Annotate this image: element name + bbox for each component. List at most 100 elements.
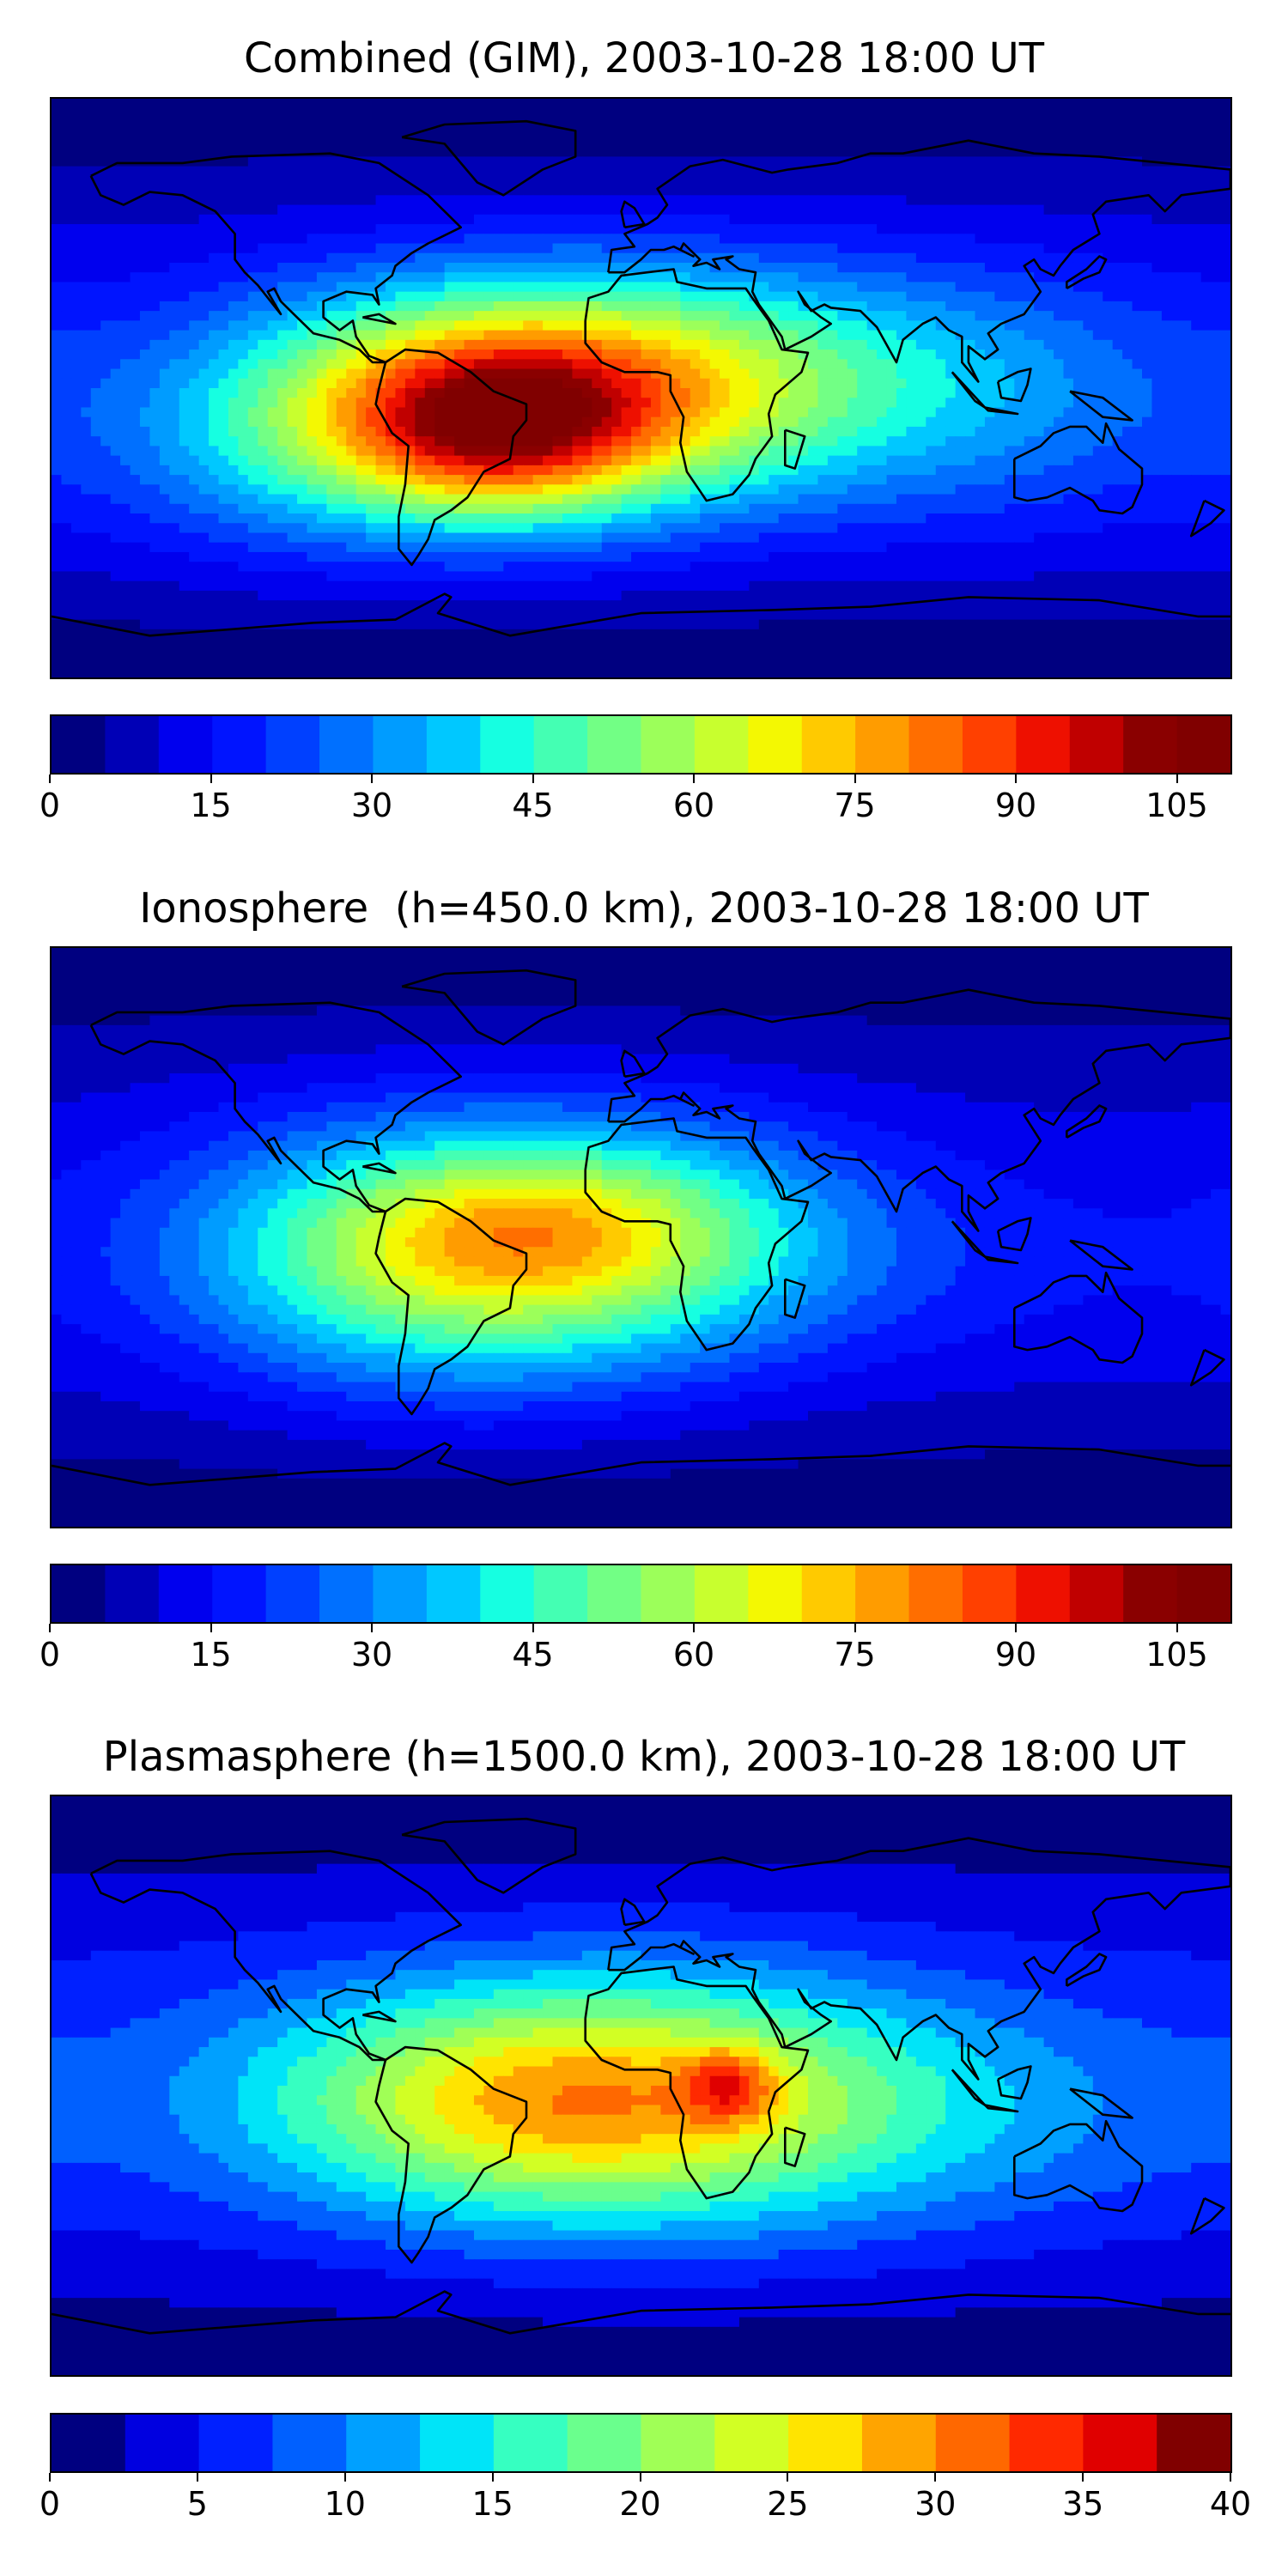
- colorbar-tick: [532, 775, 534, 783]
- coastline: [1069, 2087, 1133, 2119]
- colorbar-tick: [1176, 775, 1178, 783]
- colorbar-segment: [212, 716, 267, 773]
- colorbar-tick-label: 60: [642, 787, 745, 824]
- colorbar-segment: [420, 2415, 495, 2471]
- coastline: [1013, 1271, 1144, 1364]
- colorbar-segment: [105, 1565, 160, 1622]
- coastline: [401, 969, 577, 1046]
- colorbar-segment: [641, 716, 696, 773]
- colorbar-segment: [1069, 716, 1124, 773]
- colorbar-tick-label: 35: [1031, 2485, 1134, 2523]
- colorbar-tick: [49, 775, 51, 783]
- colorbar-segment: [533, 716, 588, 773]
- combined-colorbar: [50, 714, 1232, 775]
- tec-field: [52, 99, 1230, 677]
- coastline: [783, 1278, 806, 1319]
- coastline: [584, 268, 810, 502]
- coastline: [607, 139, 1230, 383]
- tec-field: [52, 1796, 1230, 2375]
- colorbar-segment: [1069, 1565, 1124, 1622]
- colorbar-segment: [908, 1565, 963, 1622]
- colorbar-segment: [855, 716, 910, 773]
- colorbar-segment: [1009, 2415, 1084, 2471]
- colorbar-tick: [343, 2473, 346, 2482]
- colorbar-tick-label: 90: [964, 1636, 1067, 1674]
- coastline: [401, 1817, 577, 1894]
- coastline: [52, 592, 1230, 637]
- colorbar-segment: [1016, 1565, 1071, 1622]
- colorbar-segment: [426, 716, 481, 773]
- colorbar-segment: [1123, 716, 1178, 773]
- colorbar-segment: [105, 716, 160, 773]
- colorbar-segment: [855, 1565, 910, 1622]
- coastline: [374, 2045, 528, 2264]
- colorbar-tick: [854, 1624, 856, 1632]
- coastline: [996, 1217, 1032, 1252]
- coastline: [620, 1049, 646, 1078]
- plasmasphere-colorbar-gradient: [52, 2415, 1230, 2471]
- coastline: [1189, 499, 1225, 538]
- coastline: [951, 1220, 987, 1258]
- coastline: [1013, 2119, 1144, 2213]
- coastline: [89, 1850, 463, 2062]
- colorbar-segment: [319, 1565, 374, 1622]
- colorbar-tick-label: 105: [1126, 1636, 1229, 1674]
- colorbar-segment: [1016, 716, 1071, 773]
- colorbar-segment: [714, 2415, 789, 2471]
- colorbar-tick-label: 40: [1179, 2485, 1282, 2523]
- combined-colorbar-gradient: [52, 716, 1230, 773]
- colorbar-segment: [319, 716, 374, 773]
- colorbar-segment: [198, 2415, 274, 2471]
- coastline: [1066, 255, 1108, 290]
- colorbar-segment: [962, 1565, 1017, 1622]
- ionosphere-tec-map: [50, 946, 1232, 1528]
- coastline: [607, 988, 1230, 1232]
- colorbar-tick-label: 0: [0, 1636, 101, 1674]
- colorbar-tick: [639, 2473, 641, 2482]
- coastline: [89, 1001, 463, 1213]
- coastline: [783, 428, 806, 470]
- colorbar-tick: [371, 1624, 373, 1632]
- coastline: [52, 2290, 1230, 2335]
- colorbar-segment: [1083, 2415, 1157, 2471]
- colorbar-segment: [962, 716, 1017, 773]
- coastline: [1066, 1104, 1108, 1139]
- colorbar-segment: [1157, 2415, 1230, 2471]
- colorbar-segment: [935, 2415, 1011, 2471]
- colorbar-tick-label: 60: [642, 1636, 745, 1674]
- colorbar-tick: [49, 2473, 51, 2482]
- colorbar-tick-label: 15: [160, 787, 263, 824]
- plasmasphere-tec-map: [50, 1795, 1232, 2377]
- coastline: [1189, 2196, 1225, 2235]
- colorbar-segment: [158, 716, 213, 773]
- colorbar-segment: [748, 1565, 803, 1622]
- colorbar-tick: [854, 775, 856, 783]
- colorbar-tick-label: 75: [804, 1636, 907, 1674]
- colorbar-tick-label: 25: [736, 2485, 839, 2523]
- colorbar-segment: [52, 1565, 106, 1622]
- colorbar-tick: [371, 775, 373, 783]
- colorbar-tick-label: 20: [589, 2485, 692, 2523]
- coastline: [984, 406, 1019, 416]
- colorbar-segment: [694, 716, 749, 773]
- coastline: [984, 1255, 1019, 1265]
- colorbar-tick-label: 10: [294, 2485, 397, 2523]
- colorbar-segment: [480, 1565, 535, 1622]
- colorbar-segment: [52, 716, 106, 773]
- tec-field: [52, 948, 1230, 1527]
- coastline: [996, 2065, 1032, 2100]
- colorbar-segment: [748, 716, 803, 773]
- colorbar-segment: [587, 716, 642, 773]
- coastline: [52, 1442, 1230, 1486]
- plasmasphere-tec-contour: [52, 1796, 1230, 2375]
- colorbar-tick-label: 15: [160, 1636, 263, 1674]
- colorbar-tick-label: 105: [1126, 787, 1229, 824]
- colorbar-tick-label: 0: [0, 2485, 101, 2523]
- coastline: [1069, 390, 1133, 422]
- coastline: [984, 2104, 1019, 2113]
- colorbar-tick-label: 45: [482, 787, 585, 824]
- colorbar-segment: [801, 716, 856, 773]
- colorbar-segment: [158, 1565, 213, 1622]
- colorbar-tick-label: 0: [0, 787, 101, 824]
- coastline: [607, 1837, 1230, 2081]
